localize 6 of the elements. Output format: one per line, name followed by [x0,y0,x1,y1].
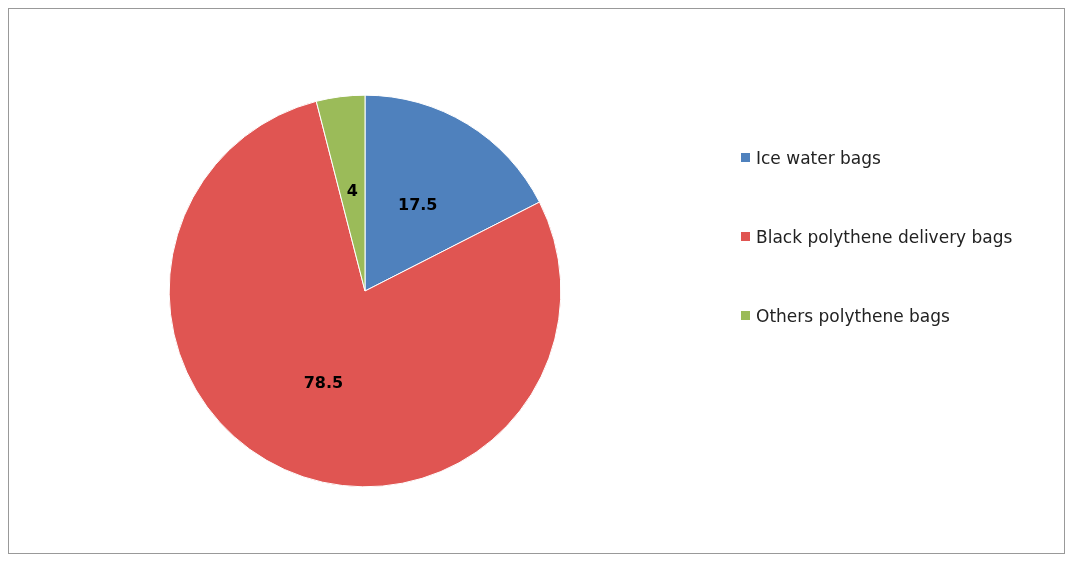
data-label: 4 [346,181,358,201]
data-label: 17.5 [397,195,438,215]
data-label: 78.5 [303,373,344,393]
legend-label: Others polythene bags [756,305,951,326]
legend-label: Ice water bags [756,147,882,168]
legend-label: Black polythene delivery bags [756,226,1013,247]
